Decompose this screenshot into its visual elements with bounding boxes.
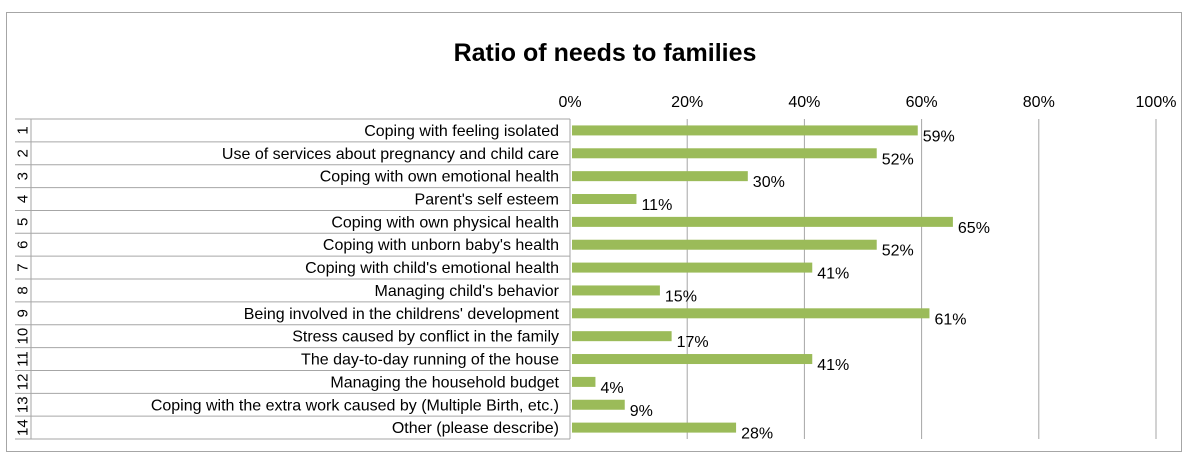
data-label: 52% (882, 151, 914, 168)
bar (572, 216, 953, 227)
row-number: 7 (15, 263, 32, 271)
bar (572, 148, 877, 159)
category-label: Managing the household budget (330, 374, 559, 391)
category-label: Coping with unborn baby's health (323, 237, 559, 254)
bar (572, 194, 637, 205)
data-label: 61% (934, 311, 966, 328)
bar (572, 262, 813, 273)
data-label: 59% (923, 128, 955, 145)
row-number: 8 (15, 286, 32, 294)
x-tick-label: 60% (906, 94, 938, 111)
bar (572, 125, 918, 136)
bar (572, 376, 596, 387)
x-axis-tick-labels: 0% 20% 40% 60% 80% 100% (558, 94, 1176, 111)
data-label: 4% (600, 380, 623, 397)
row-number: 10 (15, 328, 32, 345)
x-tick-label: 100% (1136, 94, 1177, 111)
bar (572, 285, 660, 296)
category-label: Coping with child's emotional health (305, 260, 559, 277)
data-label: 65% (958, 220, 990, 237)
category-label: Stress caused by conflict in the family (292, 329, 559, 346)
data-label: 30% (753, 174, 785, 191)
chart-title: Ratio of needs to families (454, 39, 757, 67)
x-tick-label: 20% (671, 94, 703, 111)
chart-frame: Ratio of needs to families 0% 20% 40% 60% 80… (6, 12, 1182, 452)
bar (572, 422, 737, 433)
bars (572, 125, 953, 433)
x-tick-label: 80% (1023, 94, 1055, 111)
category-label: Other (please describe) (392, 420, 559, 437)
category-label: The day-to-day running of the house (301, 352, 559, 369)
bar (572, 239, 877, 250)
category-label: Coping with own emotional health (320, 169, 559, 186)
data-label: 15% (665, 288, 697, 305)
row-number: 2 (15, 149, 32, 157)
bar-chart: Ratio of needs to families 0% 20% 40% 60% 80… (15, 39, 1177, 443)
category-label: Being involved in the childrens' develop… (244, 306, 560, 323)
bar (572, 331, 672, 342)
bar (572, 308, 930, 319)
row-number: 4 (15, 195, 32, 203)
category-label: Use of services about pregnancy and chil… (222, 146, 559, 163)
row-number: 3 (15, 172, 32, 180)
data-labels: 59% 52% 30% 11% 65% 52% 41% 15% 61% 17% 41% 4% 9% 28% (600, 128, 989, 442)
data-label: 41% (817, 266, 849, 283)
row-number: 5 (15, 218, 32, 226)
row-number: 1 (15, 126, 32, 134)
category-label: Parent's self esteem (415, 192, 559, 209)
bar (572, 399, 625, 410)
x-tick-label: 0% (558, 94, 581, 111)
category-label: Managing child's behavior (375, 283, 560, 300)
data-label: 28% (741, 426, 773, 443)
category-rows: 1 Coping with feeling isolated 2 Use of ser… (15, 118, 571, 440)
data-label: 9% (630, 403, 653, 420)
data-label: 17% (677, 334, 709, 351)
bar (572, 354, 813, 365)
row-number: 12 (15, 374, 32, 391)
data-label: 41% (817, 357, 849, 374)
category-label: Coping with the extra work caused by (Mu… (151, 397, 559, 414)
row-number: 11 (15, 351, 32, 367)
row-number: 9 (15, 309, 32, 317)
bar (572, 171, 748, 182)
row-number: 6 (15, 241, 32, 249)
data-label: 11% (641, 197, 672, 214)
gridlines (569, 119, 1157, 440)
data-label: 52% (882, 243, 914, 260)
row-number: 14 (15, 419, 32, 436)
category-label: Coping with feeling isolated (364, 123, 559, 140)
category-label: Coping with own physical health (331, 214, 559, 231)
row-number: 13 (15, 396, 32, 413)
x-tick-label: 40% (788, 94, 820, 111)
